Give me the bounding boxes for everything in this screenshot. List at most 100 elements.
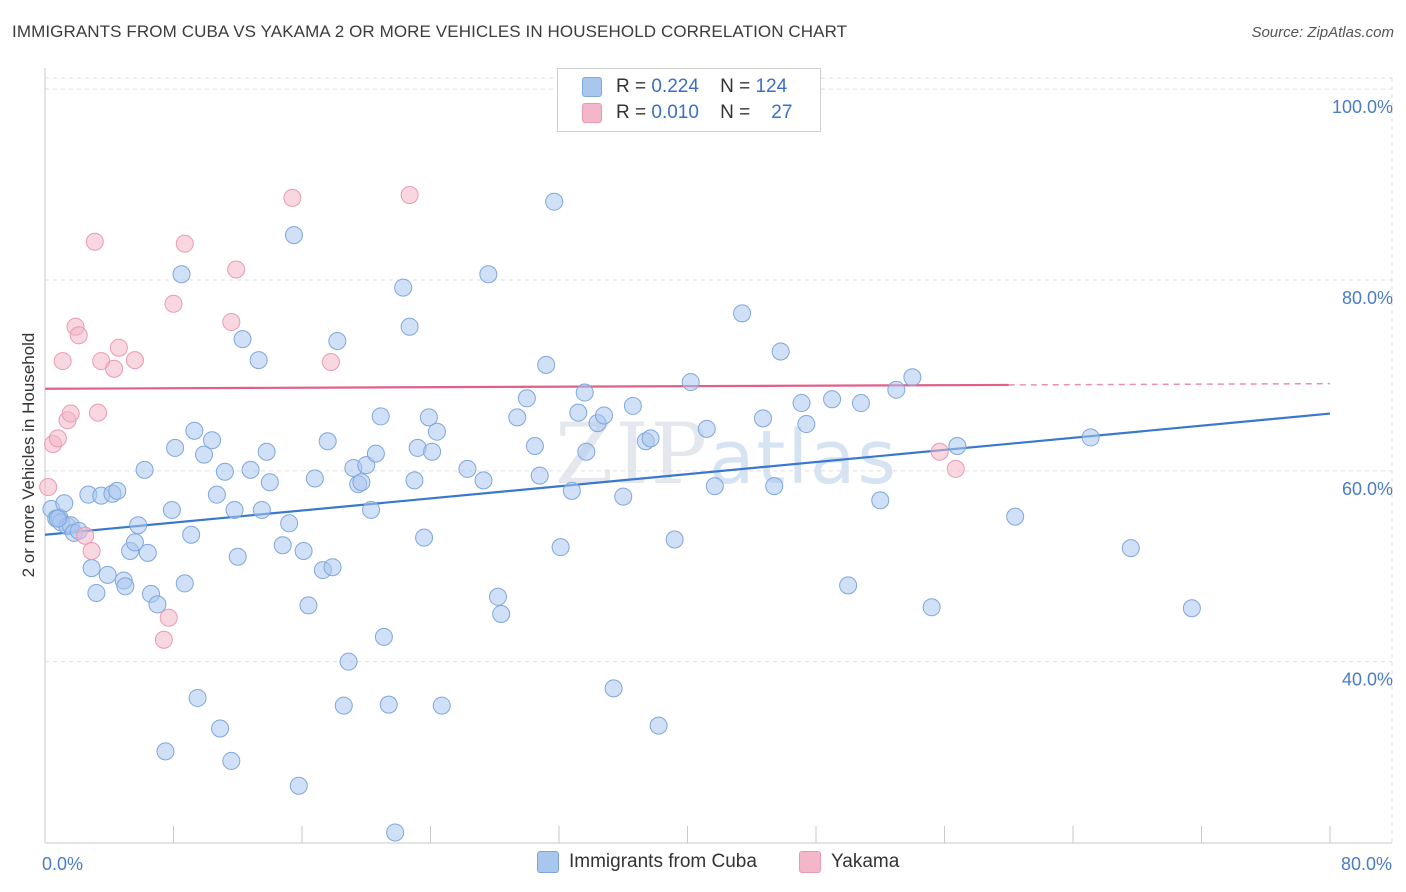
grid-lines <box>45 77 1393 843</box>
data-point <box>82 559 101 578</box>
data-point <box>138 543 157 562</box>
legend-label-cuba: Immigrants from Cuba <box>569 851 757 873</box>
data-point <box>569 403 588 422</box>
data-point <box>87 583 106 602</box>
data-point <box>366 444 385 463</box>
data-point <box>284 226 303 245</box>
data-point <box>1006 507 1025 526</box>
legend-item-yakama: Yakama <box>799 851 899 873</box>
data-point <box>53 352 72 371</box>
data-point <box>273 536 292 555</box>
data-point <box>394 278 413 297</box>
data-point <box>1121 539 1140 558</box>
data-point <box>379 695 398 714</box>
data-point <box>1182 599 1201 618</box>
data-point <box>225 500 244 519</box>
legend-n-value-cuba: 124 <box>755 76 788 97</box>
data-point <box>203 431 222 450</box>
data-point <box>252 500 271 519</box>
data-point <box>182 525 201 544</box>
data-point <box>537 355 556 374</box>
data-point <box>371 407 390 426</box>
data-point <box>851 394 870 413</box>
legend-row-yakama: R = 0.010 N = 27 <box>582 102 792 126</box>
data-point <box>48 429 67 448</box>
data-point <box>323 558 342 577</box>
y-tick-label: 80.0% <box>1342 288 1393 308</box>
data-points <box>39 186 1201 842</box>
data-point <box>162 500 181 519</box>
data-point <box>257 442 276 461</box>
data-point <box>823 390 842 409</box>
data-point <box>166 438 185 457</box>
data-point <box>318 432 337 451</box>
legend-swatch-yakama <box>799 851 821 873</box>
data-point <box>681 373 700 392</box>
data-point <box>283 188 302 207</box>
data-point <box>492 604 511 623</box>
data-point <box>903 368 922 387</box>
data-point <box>665 530 684 549</box>
data-point <box>294 541 313 560</box>
data-point <box>545 192 564 211</box>
data-point <box>82 541 101 560</box>
data-point <box>211 719 230 738</box>
data-point <box>419 408 438 427</box>
data-point <box>427 422 446 441</box>
legend-label-yakama: Yakama <box>831 851 900 873</box>
data-point <box>289 776 308 795</box>
legend-n-label: N = <box>720 76 751 97</box>
data-point <box>105 359 124 378</box>
series-legend: Immigrants from Cuba Yakama <box>0 851 1406 879</box>
data-point <box>156 742 175 761</box>
y-tick-label: 100.0% <box>1332 97 1393 117</box>
data-point <box>98 565 117 584</box>
data-point <box>321 353 340 372</box>
legend-row-cuba: R = 0.224 N = 124 <box>582 76 787 100</box>
data-point <box>159 608 178 627</box>
y-tick-label: 60.0% <box>1342 479 1393 499</box>
data-point <box>400 186 419 205</box>
tick-labels: 40.0% 60.0% 80.0% 100.0% 0.0% 80.0% <box>42 97 1393 874</box>
data-point <box>697 419 716 438</box>
legend-swatch-cuba <box>537 851 559 873</box>
data-point <box>249 351 268 370</box>
data-point <box>733 304 752 323</box>
data-point <box>623 396 642 415</box>
data-point <box>175 574 194 593</box>
data-point <box>575 383 594 402</box>
data-point <box>948 437 967 456</box>
data-point <box>222 312 241 331</box>
legend-n-value-yakama: 27 <box>771 102 793 123</box>
legend-r-value-cuba: 0.224 <box>651 76 699 97</box>
data-point <box>305 469 324 488</box>
data-point <box>85 232 104 251</box>
data-point <box>551 538 570 557</box>
data-point <box>109 338 128 357</box>
data-point <box>577 442 596 461</box>
data-point <box>432 696 451 715</box>
data-point <box>458 459 477 478</box>
data-point <box>135 460 154 479</box>
data-point <box>172 265 191 284</box>
trend-line <box>44 383 1009 390</box>
data-point <box>423 442 442 461</box>
data-point <box>1081 428 1100 447</box>
y-tick-label: 40.0% <box>1342 670 1393 690</box>
data-point <box>594 406 613 425</box>
data-point <box>887 380 906 399</box>
data-point <box>334 696 353 715</box>
data-point <box>641 429 660 448</box>
data-point <box>771 342 790 361</box>
data-point <box>299 596 318 615</box>
legend-swatch-yakama <box>582 102 602 123</box>
data-point <box>374 627 393 646</box>
data-point <box>241 460 260 479</box>
legend-item-cuba: Immigrants from Cuba <box>537 851 757 873</box>
data-point <box>614 487 633 506</box>
data-point <box>61 404 80 423</box>
legend-r-value-yakama: 0.010 <box>651 102 699 123</box>
data-point <box>39 478 58 497</box>
data-point <box>562 481 581 500</box>
data-point <box>215 462 234 481</box>
